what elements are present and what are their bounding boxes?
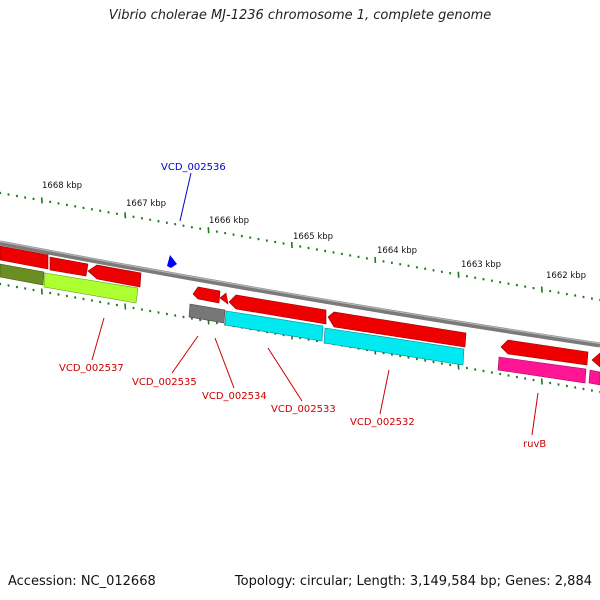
scale-label-1667: 1667 kbp bbox=[126, 199, 166, 209]
cog-bar-lime[interactable] bbox=[43, 272, 139, 304]
cog-bar-olive[interactable] bbox=[0, 263, 45, 286]
scale-label-1664: 1664 kbp bbox=[377, 246, 417, 256]
scale-label-1662: 1662 kbp bbox=[546, 271, 586, 281]
cds-arrow-vcd002537[interactable] bbox=[49, 256, 89, 277]
scale-label-1666: 1666 kbp bbox=[209, 216, 249, 226]
scale-label-1663: 1663 kbp bbox=[461, 260, 501, 270]
gene-label-vcd002532[interactable]: VCD_002532 bbox=[350, 417, 415, 428]
map-title: Vibrio cholerae MJ-1236 chromosome 1, co… bbox=[108, 8, 492, 23]
cog-bar-cyan-2[interactable] bbox=[323, 327, 465, 366]
scale-ticks-outer bbox=[0, 191, 600, 302]
gene-label-vcd002536[interactable]: VCD_002536 bbox=[161, 162, 226, 173]
gene-label-vcd002535[interactable]: VCD_002535 bbox=[132, 377, 197, 388]
accession-label: Accession: NC_012668 bbox=[8, 574, 156, 589]
cog-bar-magenta[interactable] bbox=[497, 356, 587, 384]
cds-arrow-vcd002538[interactable] bbox=[0, 245, 49, 270]
genome-stats-label: Topology: circular; Length: 3,149,584 bp… bbox=[234, 574, 592, 589]
cds-arrow-ruvb[interactable] bbox=[500, 339, 589, 366]
cds-features[interactable] bbox=[0, 245, 600, 368]
gene-label-ruvb[interactable]: ruvB bbox=[523, 439, 546, 450]
cog-features[interactable] bbox=[0, 263, 600, 386]
selected-feature-marker[interactable] bbox=[167, 255, 177, 268]
cog-bar-magenta-2[interactable] bbox=[588, 369, 600, 386]
cds-arrow-vcd002534[interactable] bbox=[228, 294, 327, 325]
cds-arrow-next[interactable] bbox=[591, 352, 600, 368]
cds-arrow-vcd002535[interactable] bbox=[192, 286, 221, 304]
cog-bar-gray[interactable] bbox=[188, 303, 226, 324]
gene-label-vcd002537[interactable]: VCD_002537 bbox=[59, 363, 124, 374]
label-leaders bbox=[91, 172, 539, 436]
gene-label-vcd002533[interactable]: VCD_002533 bbox=[271, 404, 336, 415]
cds-arrow-vcd002533[interactable] bbox=[327, 311, 467, 348]
cds-arrow-vcd002535b[interactable] bbox=[219, 292, 229, 305]
gene-label-vcd002534[interactable]: VCD_002534 bbox=[202, 391, 267, 402]
chromosome-backbone bbox=[0, 240, 600, 348]
scale-label-1665: 1665 kbp bbox=[293, 232, 333, 242]
cog-bar-cyan-1[interactable] bbox=[224, 310, 324, 342]
scale-label-1668: 1668 kbp bbox=[42, 181, 82, 191]
cds-arrow-vcd002537b[interactable] bbox=[87, 264, 142, 288]
